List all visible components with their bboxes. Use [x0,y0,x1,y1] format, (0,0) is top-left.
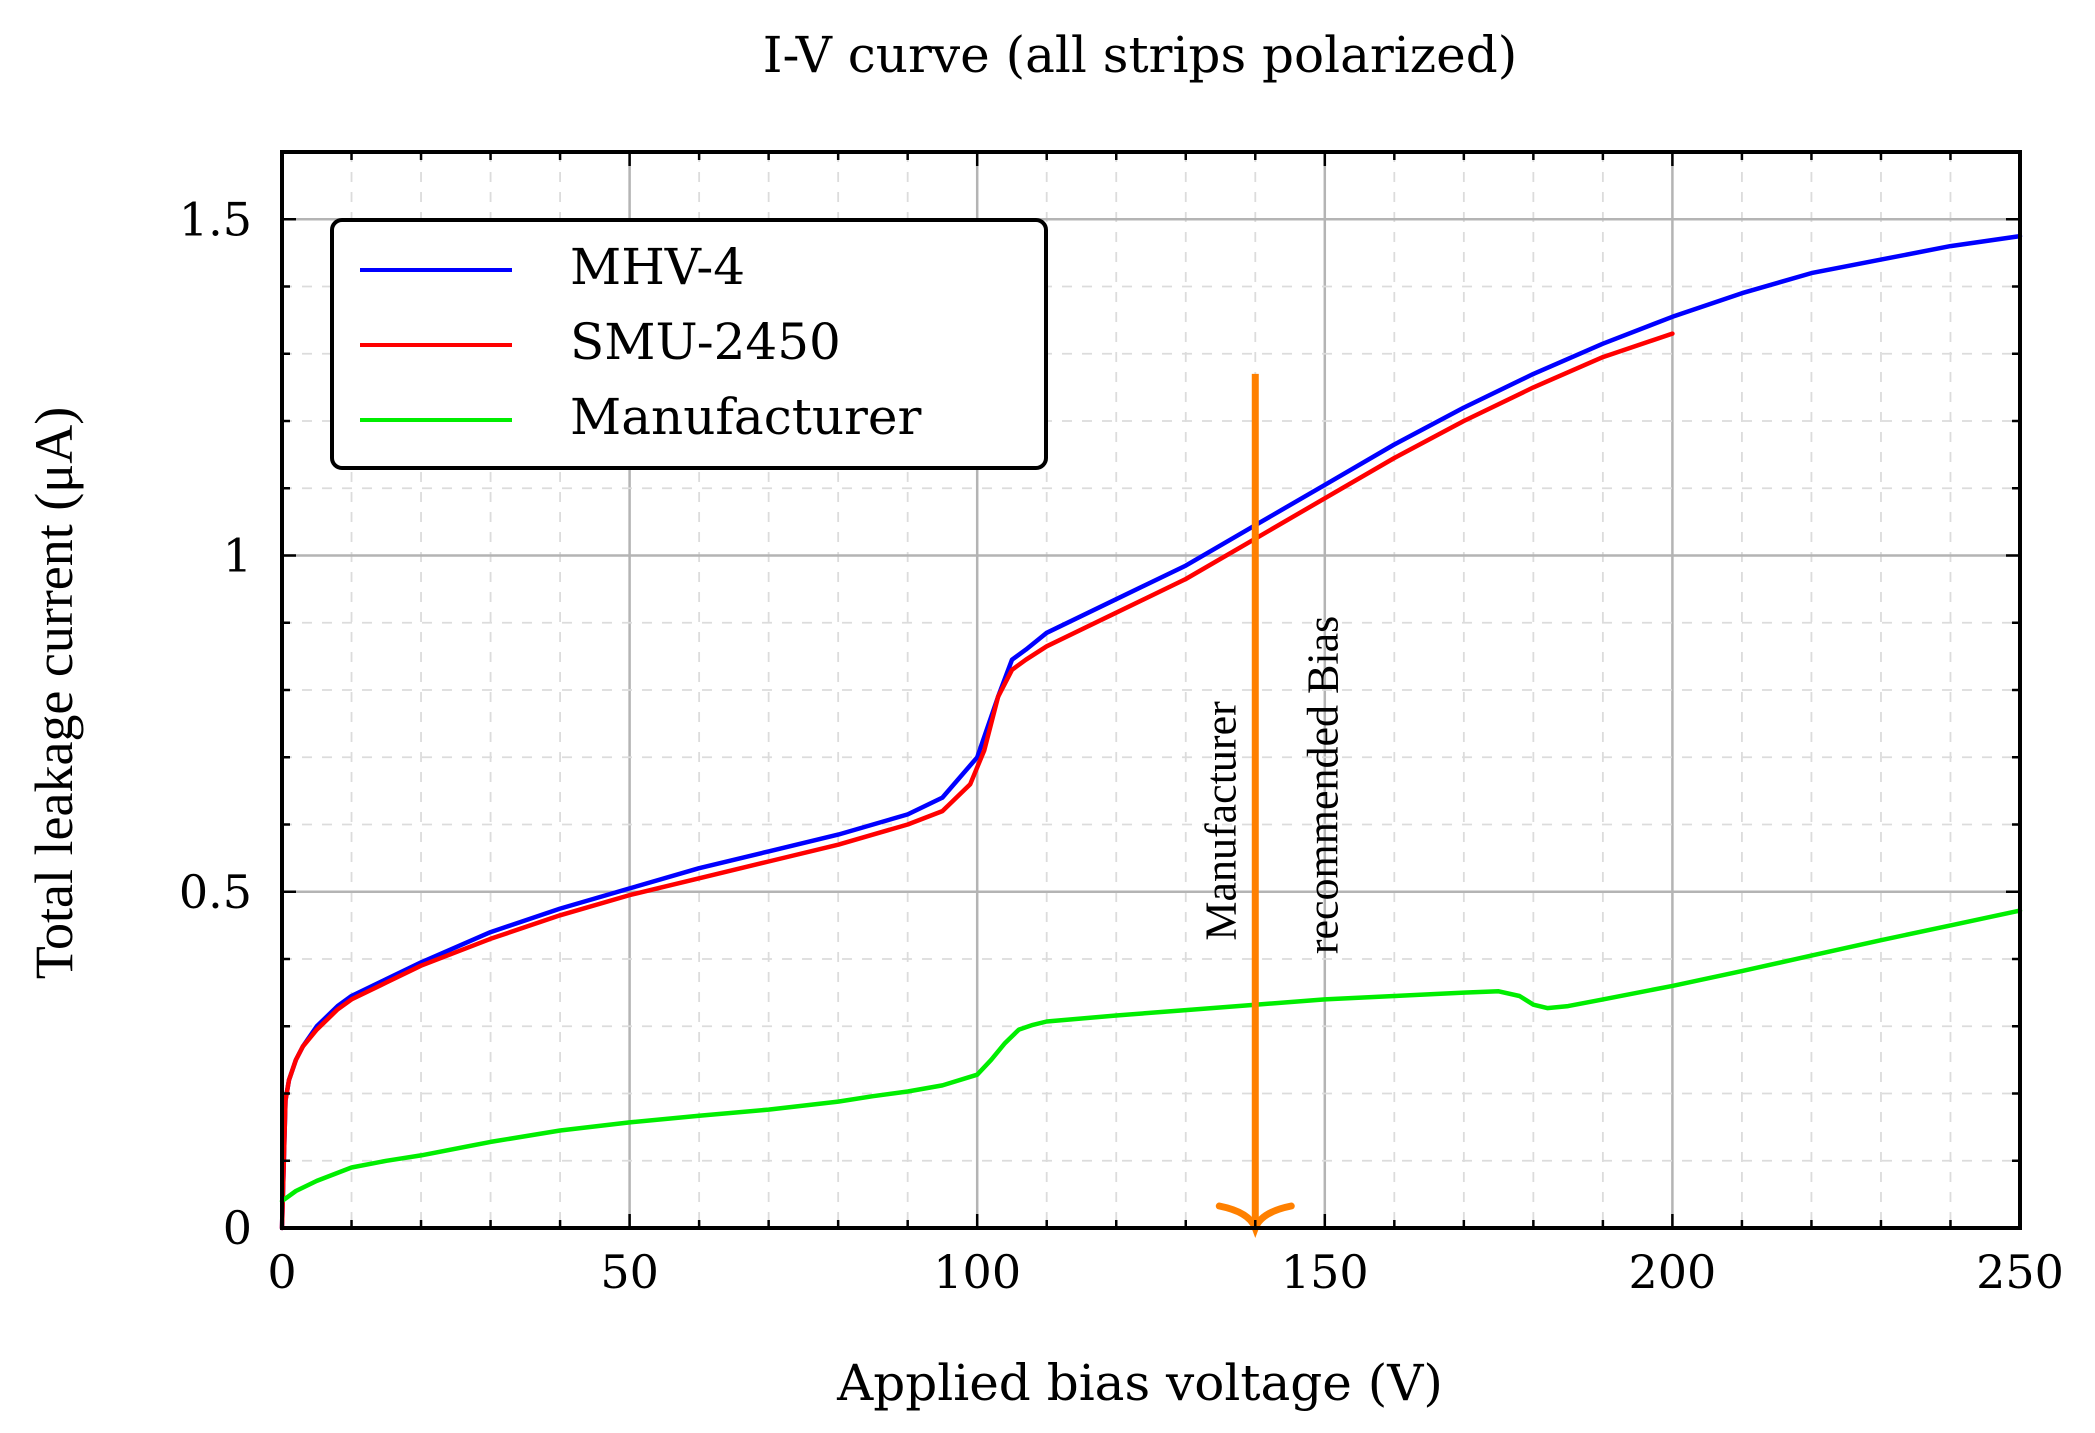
x-axis-label: Applied bias voltage (V) [836,1354,1443,1412]
series-line-smu2450 [279,331,1675,1231]
y-axis-label: Total leakage current (μA) [24,407,84,979]
x-tick-label: 200 [1628,1245,1716,1299]
annotation-line-2: recommended Bias [1298,616,1347,954]
legend-label-manufacturer: Manufacturer [570,388,922,446]
series-line-manufacturer [279,908,2023,1204]
series-line-mhv4 [279,233,2023,1231]
ticks: 0 50 100 150 200 250 0 0.5 1 1.5 [179,150,2064,1299]
legend: MHV-4 SMU-2450 Manufacturer [330,218,1048,470]
x-tick-label: 250 [1976,1245,2064,1299]
series-layer [279,233,2023,1231]
legend-label-smu2450: SMU-2450 [570,313,841,371]
y-tick-label: 1 [223,529,252,583]
legend-box [330,218,1048,470]
x-tick-label: 100 [933,1245,1021,1299]
annotation-line-1: Manufacturer [1196,701,1245,941]
x-tick-label: 50 [600,1245,659,1299]
x-tick-label: 150 [1281,1245,1369,1299]
y-tick-label: 1.5 [179,192,252,246]
legend-label-mhv4: MHV-4 [570,238,745,296]
y-tick-label: 0.5 [179,865,252,919]
chart-title: I-V curve (all strips polarized) [763,26,1518,84]
annotation: Manufacturer recommended Bias [1196,373,1347,1238]
x-tick-label: 0 [267,1245,296,1299]
y-tick-label: 0 [223,1201,252,1255]
